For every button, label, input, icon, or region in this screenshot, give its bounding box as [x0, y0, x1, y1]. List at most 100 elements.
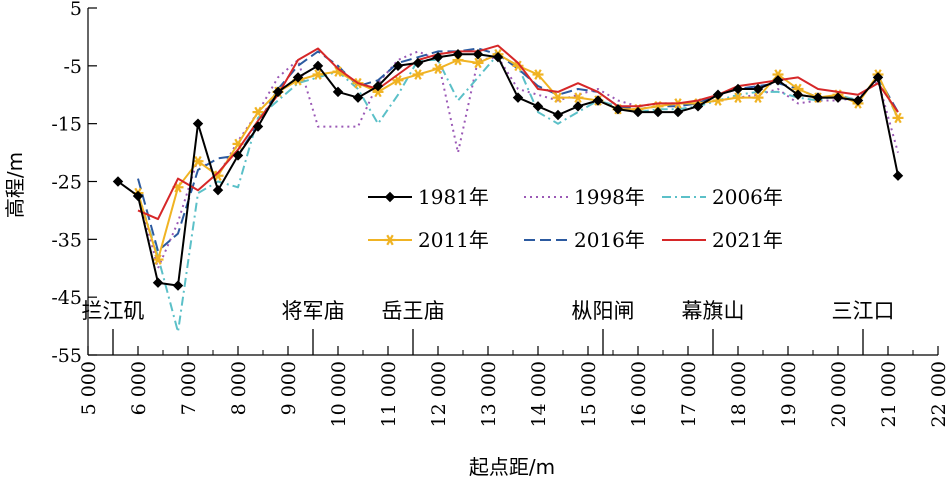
x-tick-label: 21 000	[878, 361, 900, 427]
x-tick-label: 19 000	[778, 361, 800, 427]
series-1	[137, 50, 899, 270]
legend-marker	[384, 191, 396, 203]
data-point	[312, 60, 324, 72]
data-point	[732, 92, 744, 103]
series-layer	[112, 44, 904, 333]
data-point	[252, 121, 264, 132]
data-point	[692, 101, 704, 112]
data-point	[812, 92, 824, 103]
data-point	[472, 49, 484, 60]
data-point	[132, 190, 144, 202]
data-point	[672, 106, 684, 118]
x-axis-title: 起点距/m	[469, 455, 555, 479]
y-tick-label: -25	[51, 172, 82, 194]
legend-item: 1981年	[368, 185, 489, 209]
data-point	[512, 92, 524, 103]
data-point	[612, 104, 624, 115]
data-point	[772, 75, 784, 86]
data-point	[272, 86, 284, 98]
legend-label: 1998年	[574, 185, 645, 209]
data-point	[572, 101, 584, 112]
x-tick-label: 13 000	[478, 361, 500, 427]
data-point	[512, 60, 524, 72]
data-point	[152, 277, 164, 288]
legend-label: 2011年	[418, 228, 489, 252]
x-tick-label: 7 000	[178, 361, 200, 415]
legend-item: 2016年	[524, 228, 645, 252]
place-labels-layer: 拦江矶 将军庙 岳王庙 枞阳闸 幕旗山 三江口	[82, 299, 895, 355]
y-tick-label: -55	[51, 345, 82, 367]
series-line	[117, 53, 899, 287]
data-point	[532, 101, 544, 112]
data-point	[532, 69, 544, 80]
x-tick-label: 20 000	[828, 361, 850, 427]
data-point	[292, 72, 304, 83]
place-label: 三江口	[832, 299, 895, 323]
data-point	[592, 95, 604, 106]
data-point	[232, 150, 244, 161]
data-point	[852, 95, 864, 106]
data-point	[552, 92, 564, 103]
legend-label: 2016年	[574, 228, 645, 252]
x-tick-label: 16 000	[628, 361, 650, 427]
data-point	[392, 60, 404, 72]
x-tick-label: 18 000	[728, 361, 750, 427]
data-point	[372, 80, 384, 92]
place-label: 岳王庙	[382, 299, 445, 323]
legend-item: 1998年	[524, 185, 645, 209]
data-point	[392, 74, 404, 86]
data-point	[252, 106, 264, 118]
data-point	[652, 106, 664, 118]
data-point	[112, 176, 124, 187]
legend-label: 2021年	[712, 228, 783, 252]
y-tick-label: -5	[63, 56, 82, 78]
x-tick-label: 8 000	[228, 361, 250, 415]
y-axis-title: 高程/m	[3, 152, 27, 218]
data-point	[712, 89, 724, 100]
data-point	[872, 72, 884, 83]
data-point	[832, 92, 844, 103]
legend-item: 2021年	[662, 228, 783, 252]
x-tick-label: 9 000	[278, 361, 300, 415]
data-point	[892, 170, 904, 181]
y-tick-label: -45	[51, 287, 82, 309]
data-point	[312, 69, 324, 80]
data-point	[152, 254, 164, 265]
data-point	[572, 92, 584, 103]
data-point	[732, 83, 744, 95]
x-tick-label: 12 000	[428, 361, 450, 427]
legend-item: 2011年	[368, 228, 489, 252]
data-point	[212, 184, 224, 196]
legend-label: 2006年	[712, 185, 783, 209]
x-tick-label: 17 000	[678, 361, 700, 427]
data-point	[632, 106, 644, 118]
y-tick-label: 5	[70, 0, 82, 20]
legend-marker	[384, 234, 396, 246]
legend-item: 2006年	[662, 185, 783, 209]
place-label: 幕旗山	[682, 299, 745, 323]
data-point	[352, 92, 364, 103]
data-point	[332, 86, 344, 98]
place-label: 将军庙	[282, 299, 345, 323]
data-point	[492, 51, 504, 63]
data-point	[192, 118, 204, 129]
data-point	[472, 57, 484, 69]
data-point	[892, 112, 904, 124]
data-point	[752, 83, 764, 95]
series-line	[137, 44, 899, 221]
axes-layer: 5 -5 -15 -25 -35 -45 -555 000 6 000 7 000 8 000 9 …	[51, 0, 946, 427]
data-point	[752, 92, 764, 103]
data-point	[452, 49, 464, 60]
x-tick-label: 11 000	[378, 361, 400, 427]
data-point	[412, 57, 424, 69]
series-5	[137, 44, 899, 221]
data-point	[412, 69, 424, 80]
place-label: 枞阳闸	[572, 299, 635, 323]
series-line	[137, 50, 899, 270]
data-point	[792, 89, 804, 100]
series-0	[112, 49, 904, 291]
legend-label: 1981年	[418, 185, 489, 209]
y-tick-label: -35	[51, 229, 82, 251]
legend: 1981年 1998年 2006年 2011年 2016年 2021年	[368, 185, 783, 252]
